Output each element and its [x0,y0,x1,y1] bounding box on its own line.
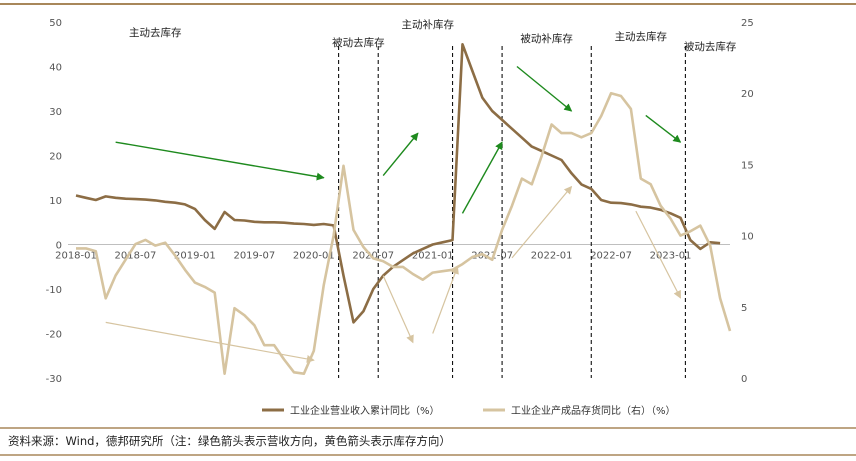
phase-boundaries [338,46,686,378]
right-tick-label: 0 [741,374,747,385]
series-layer [75,43,732,375]
right-tick-label: 5 [741,303,747,314]
revenue-direction-arrow [115,141,325,181]
left-tick-label: 0 [56,241,62,252]
left-tick-label: -30 [46,374,62,385]
phase-label: 被动去库存 [332,36,385,49]
right-tick-label: 10 [741,232,754,243]
inventory-direction-arrow [432,265,459,334]
x-tick-label: 2022-07 [590,251,632,262]
left-tick-label: 30 [49,107,62,118]
inventory-direction-arrow [105,321,315,363]
x-tick-label: 2022-01 [531,251,573,262]
phase-label: 主动补库存 [402,18,455,31]
x-tick-label: 2019-07 [233,251,275,262]
direction-arrows [105,65,682,363]
left-tick-label: 20 [49,152,62,163]
revenue-direction-arrow [382,132,419,176]
left-tick-label: -10 [46,285,62,296]
legend: 工业企业营业收入累计同比（%） 工业企业产成品存货同比（右）（%） [262,404,676,417]
source-note: 资料来源：Wind，德邦研究所（注：绿色箭头表示营收方向，黄色箭头表示库存方向） [8,434,451,448]
legend-label: 工业企业产成品存货同比（右）（%） [511,404,676,417]
inventory-direction-arrow [511,185,573,259]
x-tick-label: 2020-07 [352,251,394,262]
revenue-direction-arrow [516,65,573,112]
legend-label: 工业企业营业收入累计同比（%） [290,404,440,417]
x-tick-label: 2018-01 [55,251,97,262]
x-tick-label: 2020-01 [293,251,335,262]
left-tick-label: 10 [49,196,62,207]
x-tick-label: 2021-01 [412,251,454,262]
x-tick-label: 2018-07 [115,251,157,262]
revenue-series-line [75,43,721,324]
left-tick-label: 40 [49,63,62,74]
left-y-axis: 50 40 30 20 10 0 -10 -20 -30 [46,18,62,385]
phase-label: 主动去库存 [615,30,668,43]
revenue-direction-arrow [645,114,682,143]
phase-label: 被动去库存 [684,40,737,53]
revenue-direction-arrow [461,141,503,214]
right-tick-label: 15 [741,160,754,171]
x-tick-label: 2023-01 [650,251,692,262]
phase-label: 主动去库存 [129,26,182,39]
phase-label: 被动补库存 [520,32,573,45]
x-axis: 2018-01 2018-07 2019-01 2019-07 2020-01 2020-… [55,244,730,262]
x-tick-label: 2019-01 [174,251,216,262]
inventory-direction-arrow [382,275,414,344]
left-tick-label: -20 [46,330,62,341]
inventory-direction-arrow [635,210,681,299]
inventory-series-line [76,91,732,375]
right-y-axis: 25 20 15 10 5 0 [741,18,754,385]
left-tick-label: 50 [49,18,62,29]
right-tick-label: 25 [741,18,754,29]
right-tick-label: 20 [741,89,754,100]
